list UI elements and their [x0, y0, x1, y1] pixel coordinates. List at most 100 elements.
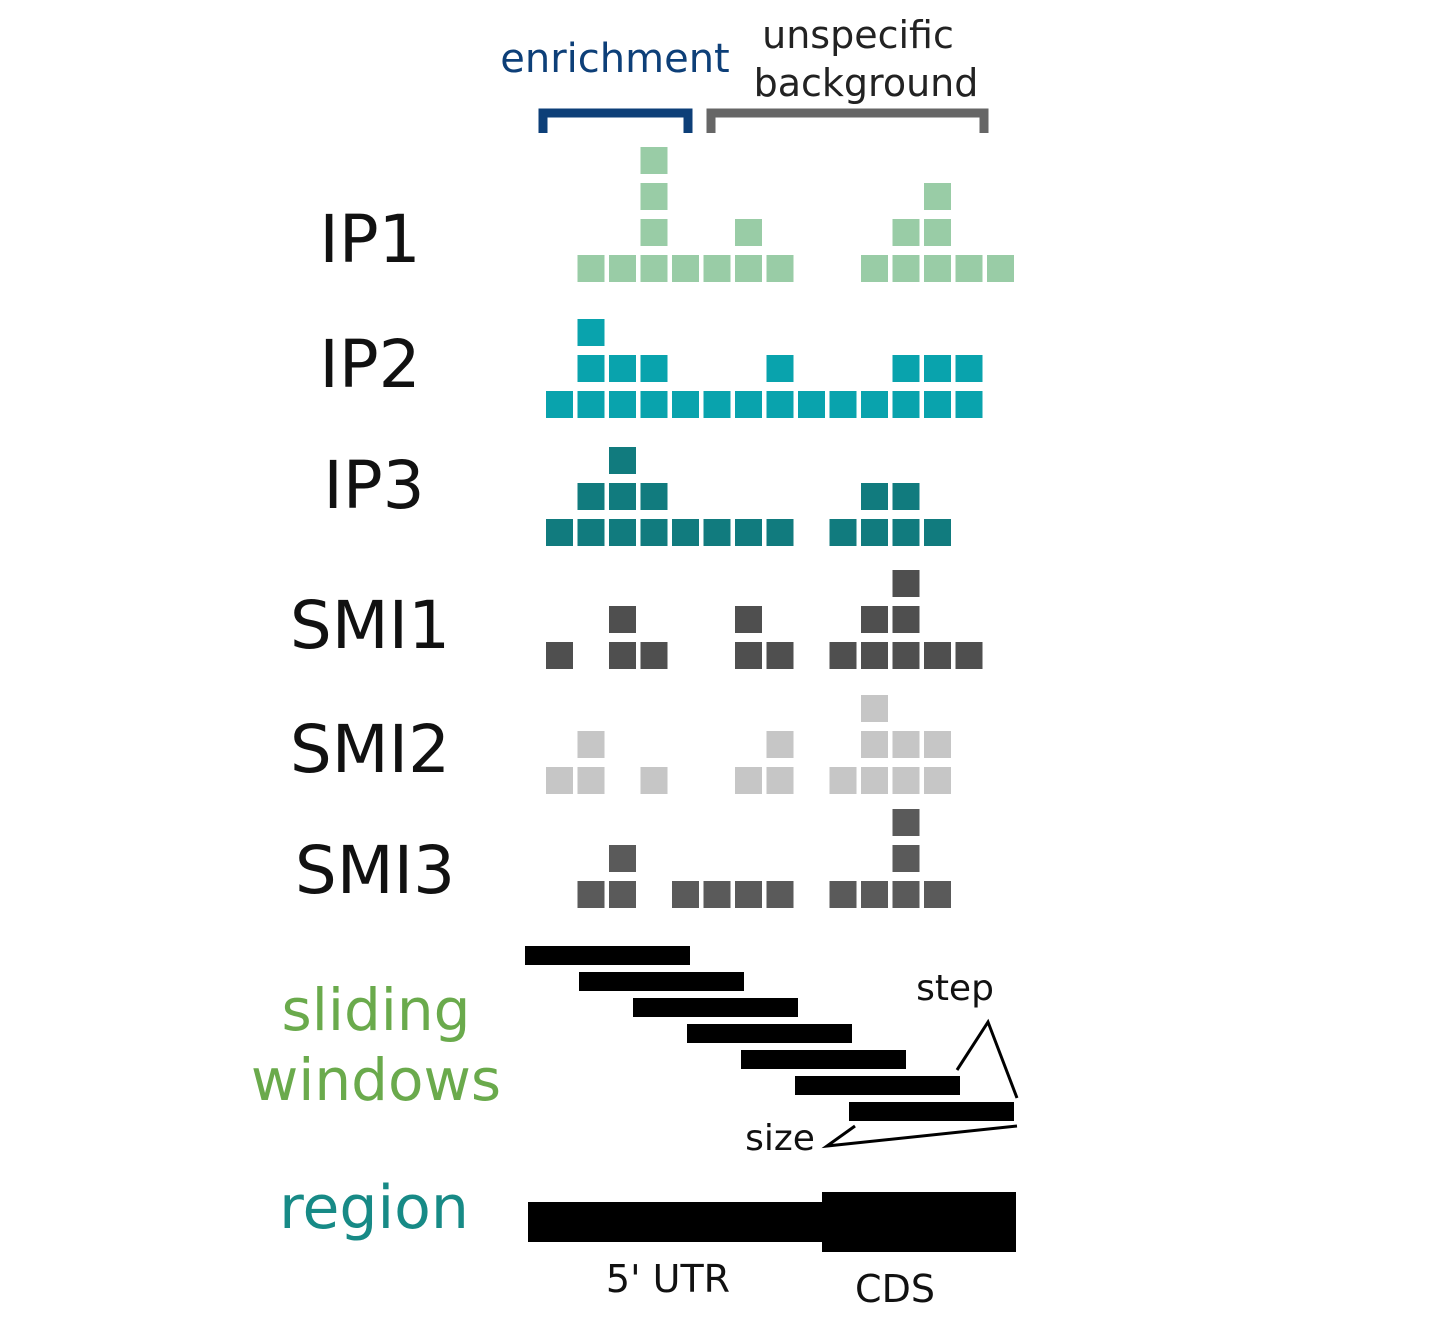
read-cell — [703, 519, 731, 546]
read-cell — [924, 355, 951, 382]
read-cell — [924, 642, 951, 669]
read-cell — [892, 881, 920, 908]
read-cell — [766, 767, 794, 794]
read-cell — [892, 570, 920, 597]
read-cell — [577, 881, 605, 908]
background-bracket — [706, 108, 989, 133]
size-annotation-line — [821, 1124, 1018, 1149]
read-cell — [861, 483, 888, 510]
read-cell — [703, 881, 731, 908]
read-cell — [546, 767, 573, 794]
read-cell — [609, 519, 636, 546]
read-cell — [609, 447, 636, 474]
read-cell — [609, 483, 636, 510]
window-bar — [795, 1076, 960, 1095]
read-cell — [640, 519, 668, 546]
track-label-ip1: IP1 — [319, 201, 420, 278]
read-cell — [798, 391, 825, 418]
read-cell — [892, 845, 920, 872]
read-cell — [609, 255, 636, 282]
read-cell — [924, 183, 951, 210]
read-cell — [924, 519, 951, 546]
window-bar — [741, 1050, 906, 1069]
read-cell — [924, 255, 951, 282]
read-cell — [892, 255, 920, 282]
read-cell — [735, 219, 762, 246]
read-cell — [735, 255, 762, 282]
read-cell — [861, 767, 888, 794]
read-cell — [766, 881, 794, 908]
enrichment-bracket — [538, 108, 693, 133]
read-cell — [609, 606, 636, 633]
read-cell — [640, 255, 668, 282]
read-cell — [640, 219, 668, 246]
read-cell — [892, 519, 920, 546]
window-bar — [579, 972, 744, 991]
utr-block — [528, 1202, 824, 1242]
read-cell — [640, 147, 668, 174]
read-cell — [546, 642, 573, 669]
read-cell — [735, 881, 762, 908]
track-label-ip3: IP3 — [323, 447, 424, 524]
read-cell — [861, 642, 888, 669]
window-bar — [525, 946, 690, 965]
sliding-label-line2: windows — [251, 1046, 501, 1114]
read-cell — [892, 809, 920, 836]
read-cell — [609, 355, 636, 382]
read-cell — [829, 881, 857, 908]
read-cell — [987, 255, 1014, 282]
read-cell — [703, 255, 731, 282]
read-cells — [546, 147, 1014, 908]
read-cell — [766, 519, 794, 546]
window-bar — [687, 1024, 852, 1043]
read-cell — [924, 391, 951, 418]
read-cell — [766, 391, 794, 418]
read-cell — [861, 731, 888, 758]
read-cell — [892, 767, 920, 794]
read-cell — [577, 731, 605, 758]
window-bar — [633, 998, 798, 1017]
read-cell — [609, 642, 636, 669]
step-annotation-line — [955, 1018, 1019, 1099]
read-cell — [861, 391, 888, 418]
read-cell — [546, 519, 573, 546]
read-cell — [609, 881, 636, 908]
read-cell — [861, 881, 888, 908]
read-cell — [766, 255, 794, 282]
size-label: size — [745, 1118, 815, 1159]
background-label-line1: unspecific — [762, 13, 954, 57]
read-cell — [861, 606, 888, 633]
read-cell — [577, 355, 605, 382]
read-cell — [577, 319, 605, 346]
read-cell — [735, 391, 762, 418]
cds-label: CDS — [855, 1267, 935, 1311]
read-cell — [861, 255, 888, 282]
read-cell — [892, 606, 920, 633]
read-cell — [609, 845, 636, 872]
read-cell — [955, 391, 983, 418]
track-labels: IP1 IP2 IP3 SMI1 SMI2 SMI3 — [290, 201, 455, 909]
track-label-smi3: SMI3 — [295, 832, 455, 909]
read-cell — [672, 519, 699, 546]
read-cell — [892, 391, 920, 418]
read-cell — [924, 219, 951, 246]
window-bar — [849, 1102, 1014, 1121]
read-cell — [924, 881, 951, 908]
read-cell — [735, 519, 762, 546]
read-cell — [924, 767, 951, 794]
read-cell — [892, 219, 920, 246]
read-cell — [640, 483, 668, 510]
utr-label: 5' UTR — [606, 1257, 730, 1301]
read-cell — [577, 255, 605, 282]
read-cell — [546, 391, 573, 418]
read-cell — [955, 255, 983, 282]
read-cell — [766, 355, 794, 382]
region-label: region — [279, 1173, 469, 1243]
read-cell — [577, 483, 605, 510]
read-cell — [829, 391, 857, 418]
cds-block — [822, 1192, 1016, 1252]
read-cell — [892, 642, 920, 669]
read-cell — [735, 767, 762, 794]
track-label-ip2: IP2 — [319, 326, 420, 403]
